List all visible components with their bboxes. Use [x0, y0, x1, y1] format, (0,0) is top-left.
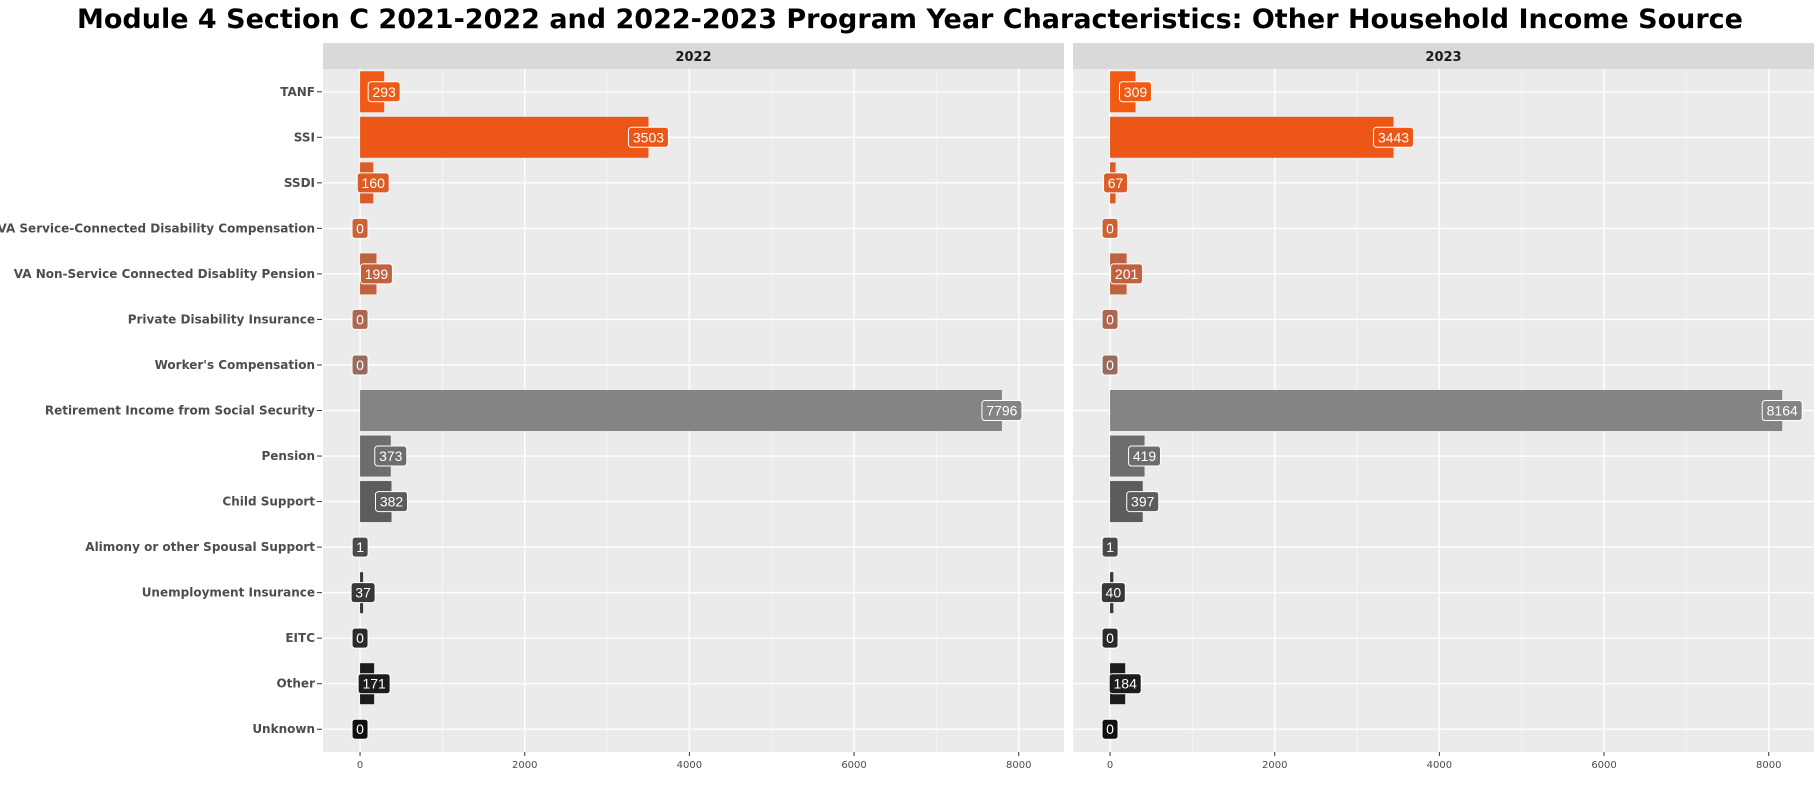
category-label-private-disability-insurance: Private Disability Insurance — [128, 312, 315, 326]
category-label-unknown: Unknown — [252, 722, 315, 736]
panel-2023-data-label-retirement-income-from-social-security: 8164 — [1767, 403, 1798, 419]
panel-2023-data-label-unknown: 0 — [1106, 721, 1114, 737]
panel-2022-data-label-box — [627, 126, 669, 148]
panel-2022-data-label-box — [351, 627, 369, 649]
panel-2022-data-label-box — [351, 536, 369, 558]
category-label-child-support: Child Support — [222, 495, 315, 509]
panel-2023-data-label-box — [1101, 354, 1119, 376]
panel-2022-data-label-private-disability-insurance: 0 — [356, 311, 364, 327]
panel-2022-data-label-va-non-service-connected-disablity-pension: 199 — [365, 266, 389, 282]
category-label-pension: Pension — [261, 449, 315, 463]
panel-2022-x-tick-label: 0 — [357, 760, 363, 771]
panel-2022-data-label-alimony-or-other-spousal-support: 1 — [356, 539, 364, 555]
panel-2023-x-tick-label: 6000 — [1591, 760, 1616, 771]
panel-2023-data-label-box — [1101, 718, 1119, 740]
panel-2022-data-label-ssdi: 160 — [362, 175, 386, 191]
panel-2023-data-label-child-support: 397 — [1131, 494, 1155, 510]
category-label-alimony-or-other-spousal-support: Alimony or other Spousal Support — [85, 540, 315, 554]
panel-2023-data-label-ssi: 3443 — [1378, 129, 1409, 145]
category-label-other: Other — [276, 677, 315, 691]
panel-2023-data-label-box — [1110, 263, 1144, 285]
category-label-retirement-income-from-social-security: Retirement Income from Social Security — [45, 404, 315, 418]
panel-2022-data-label-pension: 373 — [379, 448, 403, 464]
panel-2022-data-label-va-service-connected-disability-compensation: 0 — [356, 220, 364, 236]
panel-2023-data-label-box — [1761, 400, 1803, 421]
panel-2023-data-label-box — [1103, 172, 1129, 194]
category-label-va-service-connected-disability-compensation: VA Service-Connected Disability Compensa… — [0, 221, 315, 235]
panel-2022-data-label-unknown: 0 — [356, 721, 364, 737]
panel-2022-strip — [323, 43, 1064, 69]
panel-2022-data-label-box — [356, 172, 390, 194]
category-label-tanf: TANF — [280, 85, 315, 99]
panel-2023-data-label-box — [1101, 308, 1119, 330]
category-label-ssi: SSI — [294, 130, 315, 144]
panel-2022-data-label-tanf: 293 — [372, 84, 396, 100]
panel-2022-data-label-box — [351, 718, 369, 740]
category-label-ssdi: SSDI — [284, 176, 315, 190]
panel-2022-data-label-box — [351, 217, 369, 239]
panel-2023-x-tick-label: 2000 — [1262, 760, 1287, 771]
panel-2023-data-label-box — [1101, 536, 1119, 558]
panel-2022-x-tick-label: 4000 — [677, 760, 702, 771]
panel-2023-strip-label: 2023 — [1425, 50, 1461, 65]
panel-2022-x-tick-label: 6000 — [841, 760, 866, 771]
panel-2023-data-label-unemployment-insurance: 40 — [1106, 585, 1122, 601]
panel-2023-x-tick-label: 0 — [1107, 760, 1113, 771]
panel-2022-bar-retirement-income-from-social-security — [360, 390, 1002, 431]
panel-2023-strip — [1073, 43, 1814, 69]
panel-2023-data-label-box — [1128, 445, 1162, 467]
panel-2022-data-label-box — [351, 354, 369, 376]
panel-2023-x-tick-label: 8000 — [1756, 760, 1781, 771]
panel-2023-data-label-other: 184 — [1114, 676, 1138, 692]
panel-2023-data-label-va-service-connected-disability-compensation: 0 — [1106, 220, 1114, 236]
panel-2022-data-label-worker-s-compensation: 0 — [356, 357, 364, 373]
panel-2022-data-label-box — [351, 308, 369, 330]
panel-2023-data-label-ssdi: 67 — [1108, 175, 1124, 191]
panel-2023-data-label-tanf: 309 — [1124, 84, 1148, 100]
panel-2022-x-tick-label: 2000 — [512, 760, 537, 771]
panel-2023-data-label-box — [1126, 491, 1160, 513]
panel-2022-data-label-box — [367, 81, 401, 103]
panel-2023-data-label-alimony-or-other-spousal-support: 1 — [1106, 539, 1114, 555]
panel-2022-data-label-box — [350, 582, 376, 604]
panel-2023-x-tick-label: 4000 — [1427, 760, 1452, 771]
panel-2022-data-label-unemployment-insurance: 37 — [355, 585, 371, 601]
panel-2022-data-label-box — [359, 263, 393, 285]
panel-2022-x-tick-label: 8000 — [1006, 760, 1031, 771]
panel-2022-data-label-ssi: 3503 — [633, 129, 664, 145]
panel-2022-data-label-box — [375, 491, 409, 513]
category-label-va-non-service-connected-disablity-pension: VA Non-Service Connected Disablity Pensi… — [14, 267, 315, 281]
panel-2023-bar-retirement-income-from-social-security — [1110, 390, 1783, 431]
panel-2023-data-label-box — [1100, 582, 1126, 604]
panel-2023-data-label-pension: 419 — [1133, 448, 1157, 464]
panel-2022-bar-ssi — [360, 116, 649, 158]
category-label-eitc: EITC — [285, 631, 315, 645]
category-label-worker-s-compensation: Worker's Compensation — [155, 358, 315, 372]
panel-2022-data-label-box — [374, 445, 408, 467]
panel-2022-strip-label: 2022 — [675, 50, 711, 65]
panel-2023-data-label-box — [1373, 126, 1415, 148]
panel-2022-data-label-child-support: 382 — [380, 494, 404, 510]
panel-2023-data-label-worker-s-compensation: 0 — [1106, 357, 1114, 373]
category-label-unemployment-insurance: Unemployment Insurance — [142, 586, 315, 600]
panel-2023-data-label-box — [1101, 627, 1119, 649]
chart-title: Module 4 Section C 2021-2022 and 2022-20… — [77, 4, 1743, 35]
panel-2022-data-label-retirement-income-from-social-security: 7796 — [986, 403, 1017, 419]
panel-2023-data-label-eitc: 0 — [1106, 630, 1114, 646]
panel-2023-data-label-box — [1108, 673, 1142, 695]
panel-2023-data-label-box — [1118, 81, 1152, 103]
panel-2023-data-label-box — [1101, 217, 1119, 239]
panel-2023-bar-ssi — [1110, 116, 1394, 158]
panel-2022-data-label-eitc: 0 — [356, 630, 364, 646]
panel-2022-data-label-box — [981, 400, 1023, 421]
panel-2023-data-label-va-non-service-connected-disablity-pension: 201 — [1115, 266, 1139, 282]
panel-2023-data-label-private-disability-insurance: 0 — [1106, 311, 1114, 327]
panel-2022-data-label-other: 171 — [362, 676, 386, 692]
panel-2022-data-label-box — [357, 673, 391, 695]
